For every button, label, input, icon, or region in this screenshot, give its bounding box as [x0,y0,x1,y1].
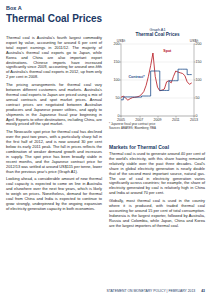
svg-text:US$/t: US$/t [116,38,126,43]
html-text:Graph A1: Graph A1 [149,28,166,32]
svg-text:US$/t: US$/t [189,38,199,43]
html-text:The Newcastle spot price for t: The Newcastle spot price for thermal coa… [6,129,102,174]
svg-text:150: 150 [114,60,120,64]
html-text:Box A: Box A [6,5,22,11]
svg-text:100: 100 [196,78,202,82]
svg-text:2005: 2005 [117,118,125,122]
html-text:* Japanese fiscal year contrac: * Japanese fiscal year contract price [109,122,156,126]
html-text:Globally, most thermal coal is: Globally, most thermal coal is used in t… [109,198,205,228]
svg-text:2013: 2013 [190,118,198,122]
html-text:STATEMENT ON MONETARY POLICY |: STATEMENT ON MONETARY POLICY | FEBRUARY … [106,289,196,293]
html-text:Looking ahead, a considerable: Looking ahead, a considerable amount of … [6,176,102,211]
html-text:Sources: ABARES; Bloomberg; RB: Sources: ABARES; Bloomberg; RBA [109,125,156,130]
html-text:The pricing arrangements for t: The pricing arrangements for thermal coa… [6,82,102,127]
html-text:Thermal coal is used to genera: Thermal coal is used to generate around … [109,151,205,196]
svg-text:200: 200 [114,42,120,46]
svg-text:Spot: Spot [163,49,172,53]
svg-text:Contract*: Contract* [128,75,145,79]
html-text:Thermal Coal Prices: Thermal Coal Prices [6,13,103,24]
svg-text:0: 0 [117,114,120,118]
svg-text:100: 100 [114,78,120,82]
html-text:Thermal coal is Australia's fo: Thermal coal is Australia's fourth large… [6,35,102,80]
svg-text:2009: 2009 [154,118,162,122]
svg-text:0: 0 [195,114,198,118]
svg-text:2011: 2011 [172,118,180,122]
svg-text:150: 150 [196,60,202,64]
html-text:43: 43 [201,289,205,293]
svg-text:2007: 2007 [135,118,143,122]
svg-text:50: 50 [116,96,120,100]
html-text:Markets for Thermal Coal: Markets for Thermal Coal [109,144,169,150]
svg-text:200: 200 [196,42,202,46]
html-text:Thermal Coal Prices: Thermal Coal Prices [135,32,180,37]
svg-text:50: 50 [196,96,200,100]
